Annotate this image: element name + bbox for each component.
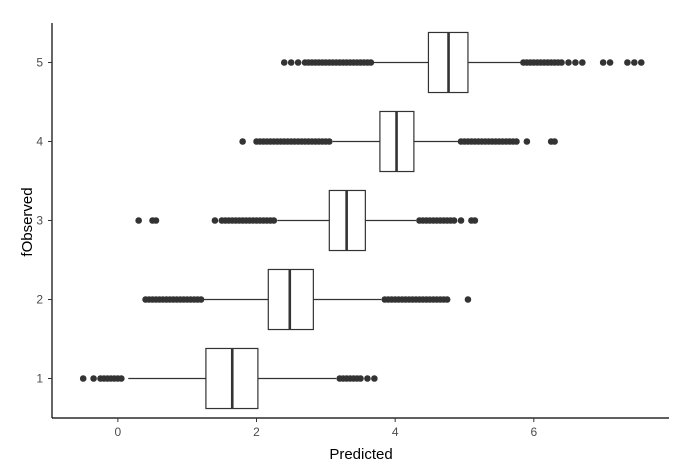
outlier-point-5-22 xyxy=(367,59,375,66)
outlier-point-4-42 xyxy=(551,138,558,145)
outlier-point-1-1 xyxy=(90,375,97,382)
outlier-point-3-19 xyxy=(270,217,278,224)
outlier-point-2-35 xyxy=(443,296,451,303)
outlier-point-5-2 xyxy=(294,59,302,66)
x-axis-ticks: 0 2 4 6 xyxy=(115,418,537,439)
outlier-point-3-30 xyxy=(450,217,458,224)
x-tick-label-0: 0 xyxy=(115,425,122,439)
y-tick-label-3: 3 xyxy=(36,214,43,228)
outlier-point-3-33 xyxy=(471,217,479,224)
outlier-point-5-0 xyxy=(280,59,288,66)
plot-area xyxy=(79,31,645,410)
outlier-point-5-37 xyxy=(579,59,586,66)
outlier-point-1-17 xyxy=(371,375,378,382)
box-group-2 xyxy=(142,268,472,331)
outlier-point-4-40 xyxy=(523,138,531,145)
outlier-point-5-40 xyxy=(624,59,631,66)
y-tick-label-5: 5 xyxy=(36,56,43,70)
outlier-point-4-22 xyxy=(326,138,333,145)
y-axis-ticks: 1 2 3 4 5 xyxy=(36,56,52,386)
outlier-point-5-42 xyxy=(637,59,645,66)
outlier-point-3-31 xyxy=(457,217,465,224)
x-axis-title: Predicted xyxy=(329,446,392,463)
outlier-point-4-0 xyxy=(239,138,246,145)
outlier-point-1-0 xyxy=(79,375,87,382)
x-tick-label-2: 2 xyxy=(253,425,260,439)
outlier-point-5-36 xyxy=(572,59,579,66)
outlier-point-1-8 xyxy=(118,375,125,382)
y-tick-label-4: 4 xyxy=(36,135,43,149)
outlier-point-5-1 xyxy=(287,59,295,66)
outlier-point-1-15 xyxy=(357,375,364,382)
x-tick-label-6: 6 xyxy=(530,425,537,439)
outlier-point-5-35 xyxy=(565,59,572,66)
outlier-point-2-16 xyxy=(197,296,205,303)
y-tick-label-2: 2 xyxy=(36,293,43,307)
outlier-point-3-2 xyxy=(152,217,160,224)
outlier-point-5-41 xyxy=(631,59,638,66)
outlier-point-5-39 xyxy=(606,59,614,66)
box-group-3 xyxy=(135,189,479,252)
x-tick-label-4: 4 xyxy=(392,425,399,439)
box-group-5 xyxy=(280,31,645,94)
outlier-point-5-38 xyxy=(599,59,607,66)
outlier-point-1-16 xyxy=(364,375,371,382)
y-axis-title: fObserved xyxy=(19,187,36,256)
outlier-point-2-36 xyxy=(464,296,472,303)
box-group-4 xyxy=(239,110,558,173)
y-tick-label-1: 1 xyxy=(36,372,43,386)
outlier-point-5-34 xyxy=(558,59,565,66)
box-group-1 xyxy=(79,347,378,410)
outlier-point-3-0 xyxy=(135,217,142,224)
outlier-point-4-39 xyxy=(513,138,520,145)
outlier-point-3-3 xyxy=(211,217,219,224)
